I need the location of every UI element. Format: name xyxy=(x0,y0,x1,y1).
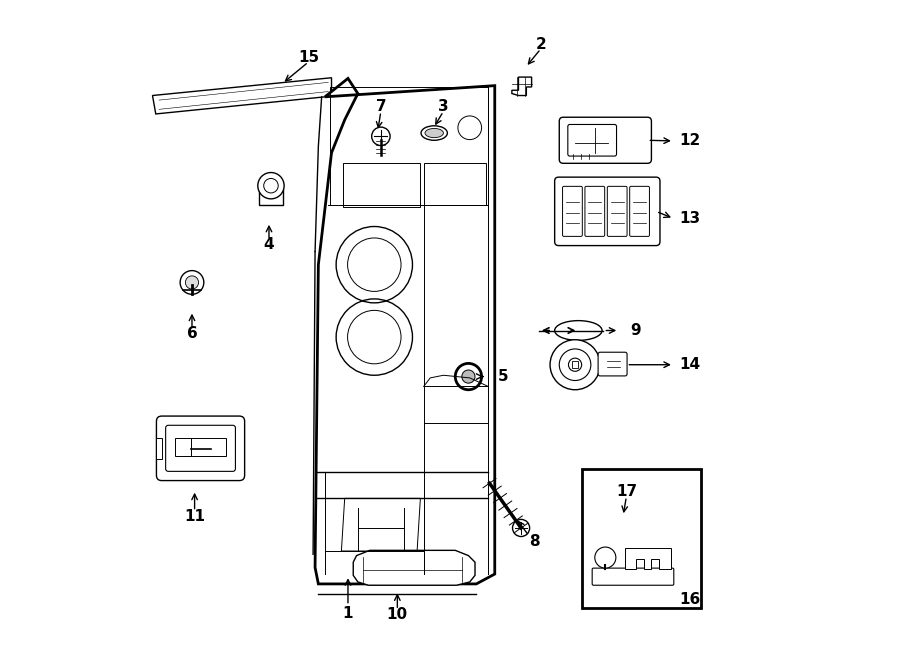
Text: 10: 10 xyxy=(387,607,408,623)
FancyBboxPatch shape xyxy=(598,352,627,376)
Ellipse shape xyxy=(425,128,444,137)
Text: 13: 13 xyxy=(680,211,701,226)
Text: 2: 2 xyxy=(536,36,546,52)
Polygon shape xyxy=(152,78,331,114)
Circle shape xyxy=(257,173,284,199)
Text: 16: 16 xyxy=(680,592,701,607)
Ellipse shape xyxy=(421,126,447,140)
Bar xyxy=(572,362,579,368)
Circle shape xyxy=(512,520,529,537)
Text: 5: 5 xyxy=(498,369,508,384)
Text: 14: 14 xyxy=(680,357,701,372)
Bar xyxy=(581,469,701,608)
FancyBboxPatch shape xyxy=(608,186,627,237)
FancyBboxPatch shape xyxy=(562,186,582,237)
Text: 6: 6 xyxy=(186,327,197,341)
Text: 7: 7 xyxy=(375,99,386,114)
FancyBboxPatch shape xyxy=(630,186,650,237)
Circle shape xyxy=(559,349,591,381)
Circle shape xyxy=(455,364,482,390)
FancyBboxPatch shape xyxy=(585,186,605,237)
FancyBboxPatch shape xyxy=(559,117,652,163)
Bar xyxy=(259,189,283,206)
Ellipse shape xyxy=(554,321,602,340)
Circle shape xyxy=(185,276,199,289)
Circle shape xyxy=(550,340,600,390)
Text: 15: 15 xyxy=(298,50,319,65)
Text: 1: 1 xyxy=(343,606,353,621)
FancyBboxPatch shape xyxy=(592,568,674,585)
FancyBboxPatch shape xyxy=(157,416,245,481)
Circle shape xyxy=(595,547,616,568)
Polygon shape xyxy=(512,77,532,96)
Text: 17: 17 xyxy=(616,485,637,499)
Text: 9: 9 xyxy=(630,323,641,338)
Circle shape xyxy=(462,370,475,383)
Text: 8: 8 xyxy=(529,533,540,549)
Text: 4: 4 xyxy=(264,237,274,253)
Circle shape xyxy=(180,270,203,294)
Polygon shape xyxy=(626,548,671,569)
Text: 11: 11 xyxy=(184,508,205,524)
Circle shape xyxy=(372,127,390,145)
Polygon shape xyxy=(157,438,162,459)
Text: 12: 12 xyxy=(680,134,701,149)
Polygon shape xyxy=(315,79,495,584)
Polygon shape xyxy=(353,551,475,585)
FancyBboxPatch shape xyxy=(554,177,660,246)
Text: 3: 3 xyxy=(438,99,449,114)
